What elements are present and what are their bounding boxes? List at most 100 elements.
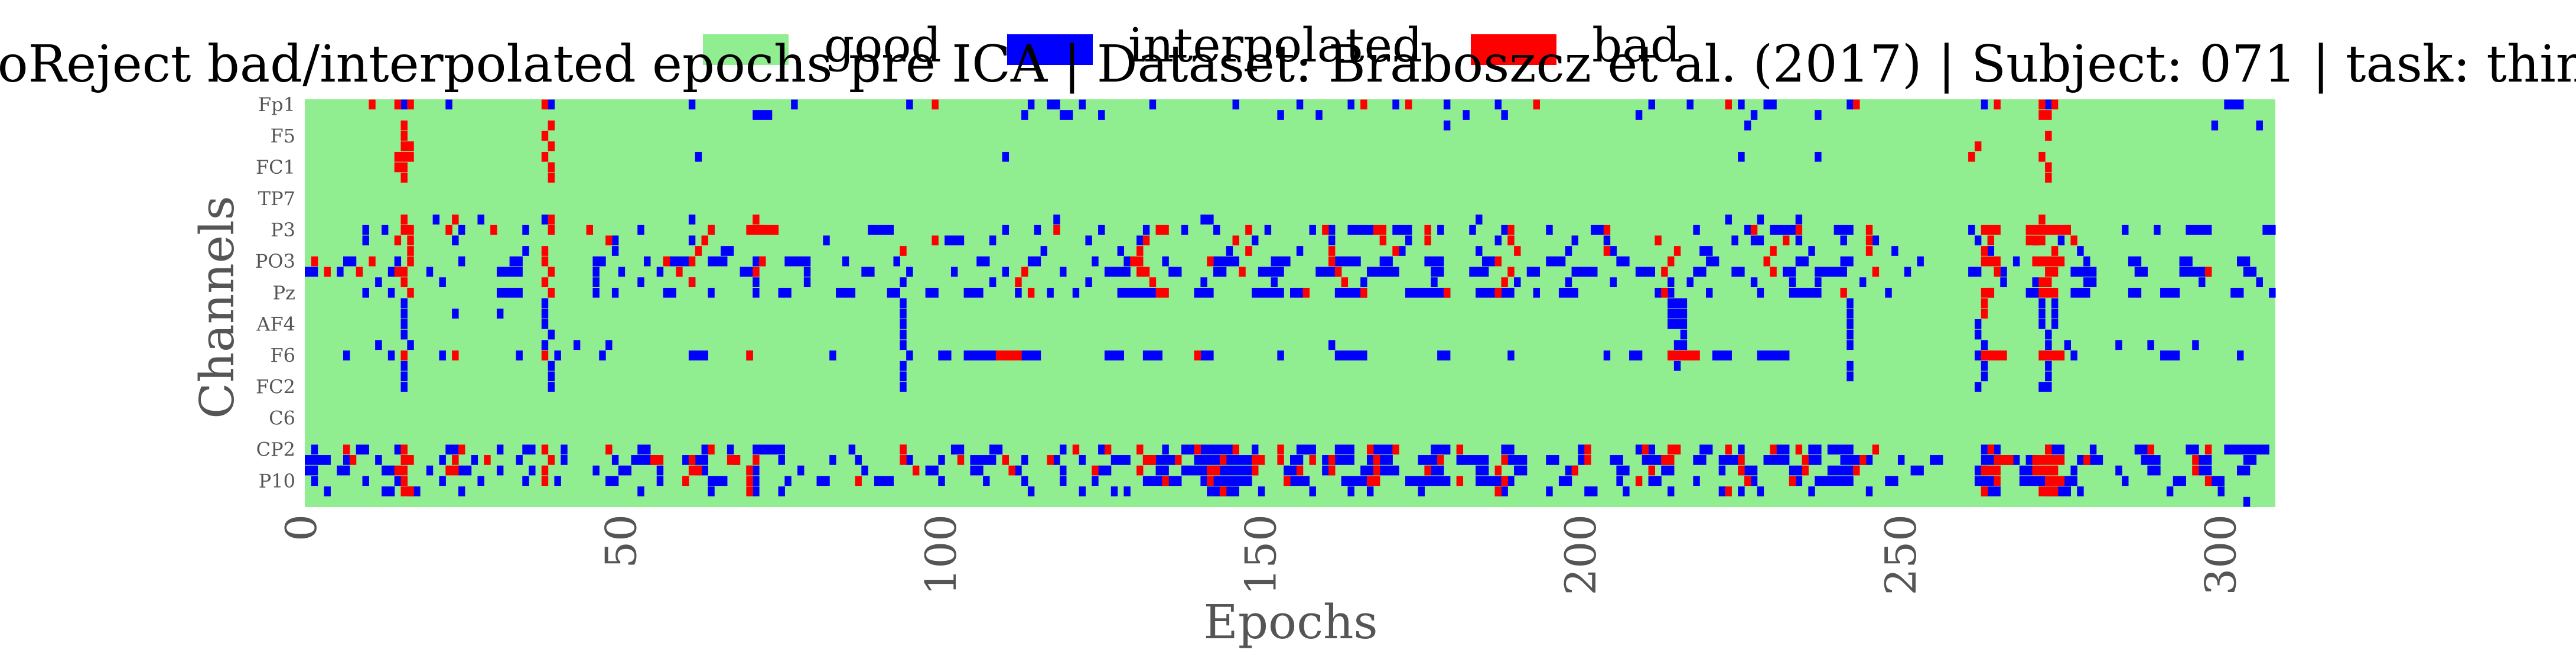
heatmap-cell-interpolated <box>452 235 459 246</box>
heatmap-cell-interpolated <box>1194 287 1214 298</box>
heatmap-cell-bad <box>1328 246 1336 256</box>
heatmap-cell-bad <box>1155 225 1169 235</box>
heatmap-cell-interpolated <box>458 486 465 496</box>
heatmap-cell-interpolated <box>1981 340 1988 350</box>
heatmap-cell-bad <box>1494 287 1502 298</box>
heatmap-cell-interpolated <box>554 350 561 361</box>
heatmap-cell-interpolated <box>2051 298 2059 308</box>
heatmap-cell-bad <box>2192 465 2199 476</box>
heatmap-cell-interpolated <box>938 476 945 486</box>
heatmap-cell-interpolated <box>439 476 446 486</box>
heatmap-cell-interpolated <box>1635 267 1655 277</box>
heatmap-cell-bad <box>1501 476 1508 486</box>
legend-swatch-bad <box>1471 34 1556 65</box>
heatmap-cell-bad <box>1456 444 1464 455</box>
heatmap-cell-bad <box>445 465 459 476</box>
heatmap-cell-interpolated <box>970 465 983 476</box>
heatmap-cell-interpolated <box>1558 476 1572 486</box>
heatmap-cell-bad <box>1668 350 1700 361</box>
heatmap-cell-bad <box>1968 151 1975 162</box>
heatmap-cell-bad <box>541 444 549 455</box>
heatmap-cell-interpolated <box>906 350 913 361</box>
heatmap-cell-interpolated <box>1104 267 1131 277</box>
heatmap-cell-bad <box>1437 455 1444 465</box>
heatmap-cell-interpolated <box>1200 215 1214 225</box>
heatmap-cell-bad <box>2045 476 2065 486</box>
heatmap-cell-interpolated <box>753 277 760 287</box>
heatmap-cell-interpolated <box>1047 287 1054 298</box>
y-tick-label: AF4 <box>256 313 295 335</box>
heatmap-cell-interpolated <box>548 382 555 392</box>
heatmap-cell-bad <box>1661 267 1668 277</box>
heatmap-cell-interpolated <box>1142 350 1162 361</box>
heatmap-cell-interpolated <box>1264 225 1272 235</box>
heatmap-cell-interpolated <box>1815 110 1822 120</box>
heatmap-cell-bad <box>1309 455 1316 465</box>
heatmap-cell-interpolated <box>439 277 446 287</box>
heatmap-cell-interpolated <box>1072 287 1080 298</box>
heatmap-cell-interpolated <box>2070 350 2077 361</box>
heatmap-cell-interpolated <box>1431 267 1444 277</box>
heatmap-cell-interpolated <box>2019 465 2033 476</box>
heatmap-cell-interpolated <box>1974 319 1982 329</box>
heatmap-cell-bad <box>2032 455 2065 465</box>
heatmap-cell-interpolated <box>963 287 983 298</box>
heatmap-cell-interpolated <box>1092 256 1099 267</box>
heatmap-cell-interpolated <box>1610 455 1623 465</box>
heatmap-cell-interpolated <box>1668 277 1675 287</box>
heatmap-cell-interpolated <box>868 225 894 235</box>
heatmap-cell-bad <box>1027 287 1035 298</box>
heatmap-cell-bad <box>2032 256 2065 267</box>
heatmap-cell-interpolated <box>2070 287 2090 298</box>
heatmap-cell-interpolated <box>1277 350 1284 361</box>
heatmap-cell-interpolated <box>529 465 536 476</box>
heatmap-cell-bad <box>932 235 939 246</box>
heatmap-cell-interpolated <box>2256 120 2263 131</box>
heatmap-cell-interpolated <box>1706 256 1719 267</box>
heatmap-cell-bad <box>1341 277 1349 287</box>
x-tick-label: 200 <box>1556 514 1605 595</box>
heatmap-cell-bad <box>1789 476 1796 486</box>
heatmap-cell-bad <box>1994 99 2001 110</box>
heatmap-cell-interpolated <box>688 99 696 110</box>
heatmap-cell-interpolated <box>803 267 811 277</box>
heatmap-cell-interpolated <box>1079 99 1086 110</box>
heatmap-cell-interpolated <box>1200 277 1207 287</box>
heatmap-cell-bad <box>400 444 408 455</box>
heatmap-cell-bad <box>400 120 408 131</box>
heatmap-cell-interpolated <box>989 277 996 287</box>
heatmap-cell-bad <box>1514 246 1521 256</box>
heatmap-cell-bad <box>995 350 1022 361</box>
heatmap-cell-interpolated <box>1981 371 1988 382</box>
heatmap-cell-interpolated <box>592 256 606 267</box>
heatmap-cell-interpolated <box>1757 350 1790 361</box>
heatmap-cell-bad <box>311 256 318 267</box>
heatmap-cell-interpolated <box>1885 476 1898 486</box>
heatmap-cell-interpolated <box>1718 465 1726 476</box>
heatmap-cell-interpolated <box>522 246 529 256</box>
heatmap-cell-bad <box>548 173 555 183</box>
heatmap-cell-bad <box>2204 476 2212 486</box>
heatmap-cell-interpolated <box>669 256 689 267</box>
heatmap-cell-interpolated <box>656 267 664 277</box>
heatmap-cell-interpolated <box>1846 308 1854 319</box>
heatmap-cell-interpolated <box>1610 246 1617 256</box>
heatmap-cell-bad <box>1802 455 1809 465</box>
heatmap-cell-bad <box>394 162 408 173</box>
y-tick-label: P10 <box>259 470 295 492</box>
heatmap-cell-interpolated <box>1507 350 1515 361</box>
heatmap-cell-interpolated <box>1584 486 1598 496</box>
heatmap-cell-interpolated <box>2179 267 2212 277</box>
heatmap-cell-interpolated <box>708 256 728 267</box>
heatmap-cell-bad <box>688 277 696 287</box>
heatmap-cell-interpolated <box>900 298 907 308</box>
heatmap-cell-interpolated <box>1405 476 1451 486</box>
heatmap-cell-bad <box>1795 225 1803 235</box>
heatmap-cell-interpolated <box>1629 350 1643 361</box>
heatmap-cell-bad <box>682 476 689 486</box>
heatmap-cell-interpolated <box>1808 455 1822 465</box>
heatmap-cell-interpolated <box>1571 267 1598 277</box>
heatmap-cell-interpolated <box>400 298 408 308</box>
heatmap-cell-bad <box>1207 256 1214 267</box>
heatmap-cell-interpolated <box>2166 486 2174 496</box>
